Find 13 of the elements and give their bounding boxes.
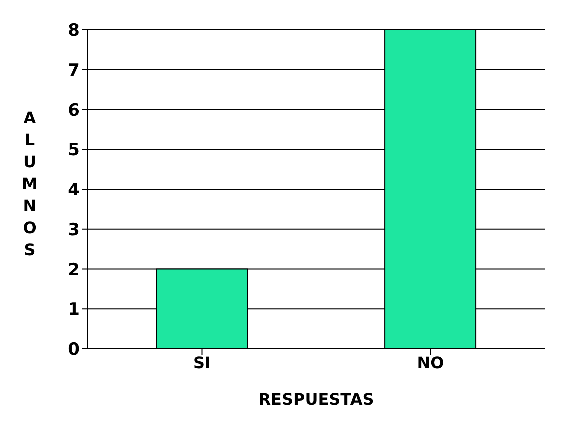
y-tick-label: 7 <box>68 60 80 81</box>
y-tick-label: 5 <box>68 140 80 161</box>
y-tick-label: 6 <box>68 100 80 121</box>
y-tick-label: 2 <box>68 260 80 280</box>
x-tick-label: SI <box>194 353 211 372</box>
y-tick-label: 4 <box>68 180 80 201</box>
x-tick-label: NO <box>417 353 444 372</box>
y-tick-label: 0 <box>68 340 80 360</box>
y-axis-title: ALUMNOS <box>22 108 38 260</box>
y-tick-label: 3 <box>68 220 80 240</box>
y-tick-label: 1 <box>68 300 80 320</box>
x-axis-title: RESPUESTAS <box>258 390 374 409</box>
y-tick-label: 8 <box>68 21 80 42</box>
